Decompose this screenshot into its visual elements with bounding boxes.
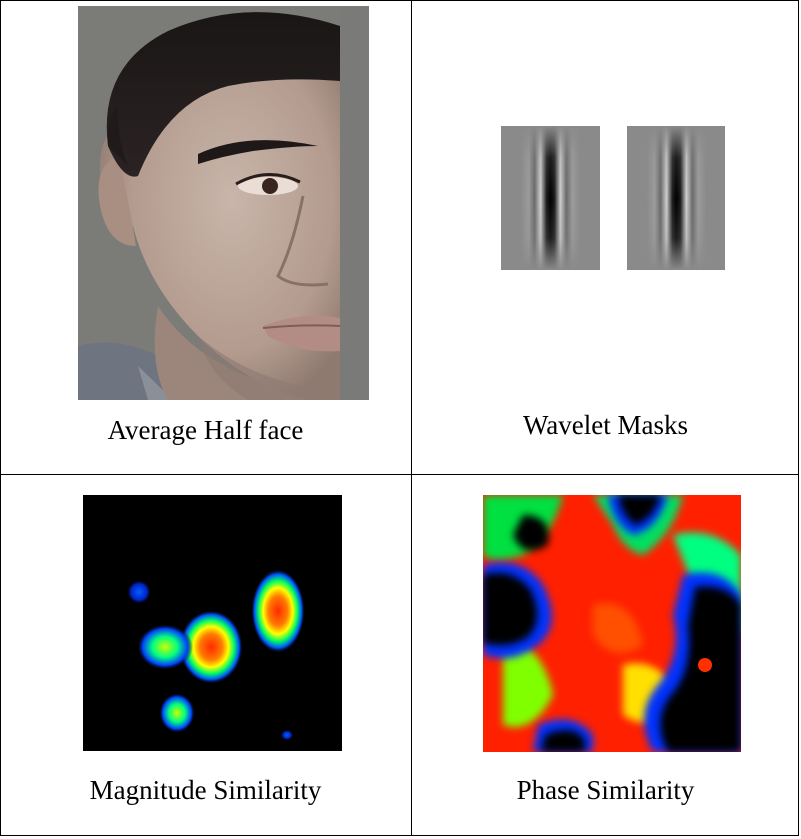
table-vertical-divider bbox=[411, 0, 412, 836]
wavelet-mask-left bbox=[501, 126, 600, 270]
average-half-face-image bbox=[78, 6, 369, 400]
caption-phase-similarity: Phase Similarity bbox=[516, 775, 695, 805]
caption-average-half-face: Average Half face bbox=[107, 415, 304, 445]
table-horizontal-divider bbox=[0, 474, 799, 475]
phase-similarity-image bbox=[483, 495, 741, 752]
wavelet-masks-image bbox=[497, 126, 726, 270]
caption-magnitude-similarity: Magnitude Similarity bbox=[89, 775, 322, 805]
wavelet-mask-right bbox=[627, 126, 726, 270]
caption-wavelet-masks: Wavelet Masks bbox=[522, 410, 689, 440]
magnitude-similarity-image bbox=[83, 495, 342, 751]
